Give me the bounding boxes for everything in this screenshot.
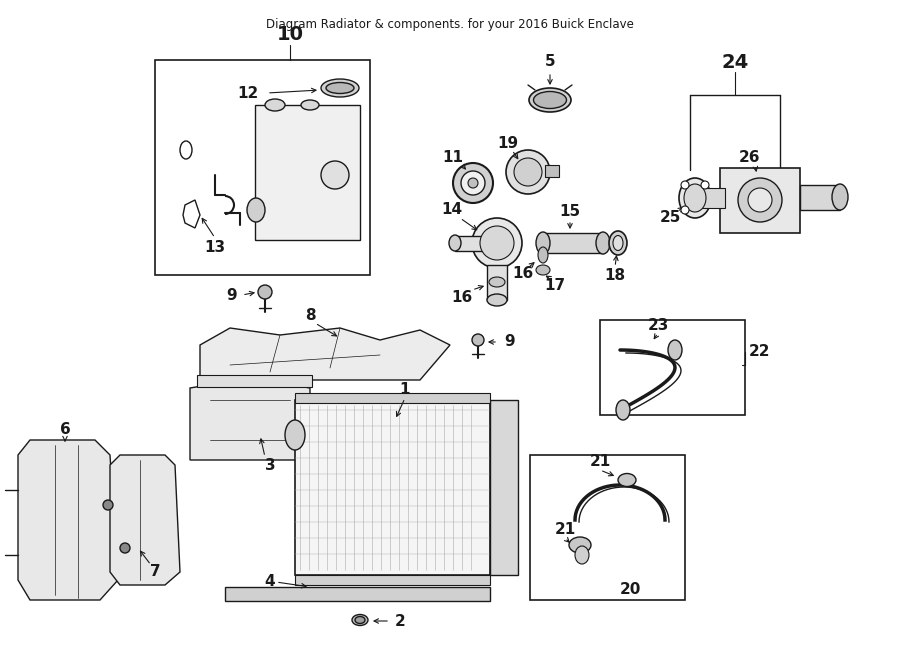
Ellipse shape bbox=[684, 184, 706, 212]
Circle shape bbox=[701, 181, 709, 189]
Circle shape bbox=[472, 334, 484, 346]
Ellipse shape bbox=[449, 235, 461, 251]
Polygon shape bbox=[190, 378, 310, 460]
Bar bbox=[490, 400, 518, 575]
Text: 19: 19 bbox=[498, 136, 518, 151]
Ellipse shape bbox=[529, 88, 571, 112]
Text: 16: 16 bbox=[452, 290, 472, 305]
Bar bbox=[487, 265, 507, 300]
Text: 17: 17 bbox=[544, 278, 565, 293]
Ellipse shape bbox=[668, 340, 682, 360]
Ellipse shape bbox=[285, 420, 305, 450]
Text: 6: 6 bbox=[59, 422, 70, 438]
Text: 25: 25 bbox=[660, 210, 680, 225]
Ellipse shape bbox=[536, 265, 550, 275]
Bar bbox=[800, 185, 840, 210]
Text: 20: 20 bbox=[619, 582, 641, 598]
Circle shape bbox=[748, 188, 772, 212]
Text: 9: 9 bbox=[505, 334, 516, 350]
Ellipse shape bbox=[679, 178, 711, 218]
Polygon shape bbox=[110, 455, 180, 585]
Ellipse shape bbox=[247, 198, 265, 222]
Ellipse shape bbox=[596, 232, 610, 254]
Circle shape bbox=[258, 285, 272, 299]
Bar bbox=[155, 60, 370, 275]
Text: Diagram Radiator & components. for your 2016 Buick Enclave: Diagram Radiator & components. for your … bbox=[266, 18, 634, 31]
Text: 22: 22 bbox=[749, 344, 770, 360]
Circle shape bbox=[480, 226, 514, 260]
Ellipse shape bbox=[265, 99, 285, 111]
Ellipse shape bbox=[613, 235, 623, 251]
Ellipse shape bbox=[355, 617, 365, 623]
Text: 13: 13 bbox=[204, 241, 226, 256]
Polygon shape bbox=[200, 328, 450, 380]
Bar bbox=[197, 375, 312, 387]
Ellipse shape bbox=[489, 277, 505, 287]
Text: 2: 2 bbox=[394, 613, 405, 629]
Ellipse shape bbox=[352, 615, 368, 625]
Text: 5: 5 bbox=[544, 54, 555, 69]
Circle shape bbox=[103, 500, 113, 510]
Bar bbox=[543, 233, 603, 253]
Circle shape bbox=[461, 171, 485, 195]
Text: 3: 3 bbox=[265, 457, 275, 473]
Circle shape bbox=[506, 150, 550, 194]
Ellipse shape bbox=[534, 91, 566, 108]
Polygon shape bbox=[255, 105, 360, 240]
Text: 14: 14 bbox=[441, 202, 463, 217]
Text: 11: 11 bbox=[443, 151, 464, 165]
Text: 10: 10 bbox=[276, 26, 303, 44]
Ellipse shape bbox=[832, 184, 848, 210]
Ellipse shape bbox=[575, 546, 589, 564]
Circle shape bbox=[472, 218, 522, 268]
Ellipse shape bbox=[569, 537, 591, 553]
Text: 23: 23 bbox=[647, 317, 669, 332]
Ellipse shape bbox=[326, 83, 354, 93]
Circle shape bbox=[681, 181, 689, 189]
Text: 9: 9 bbox=[227, 288, 238, 303]
Ellipse shape bbox=[618, 473, 636, 486]
Bar bbox=[295, 575, 490, 585]
Text: 4: 4 bbox=[265, 574, 275, 590]
Circle shape bbox=[120, 543, 130, 553]
Text: 26: 26 bbox=[739, 151, 760, 165]
Ellipse shape bbox=[301, 100, 319, 110]
Circle shape bbox=[468, 178, 478, 188]
Circle shape bbox=[321, 161, 349, 189]
Text: 12: 12 bbox=[238, 85, 258, 100]
Text: 15: 15 bbox=[560, 204, 580, 219]
Ellipse shape bbox=[180, 141, 192, 159]
Bar bbox=[545, 165, 559, 177]
Polygon shape bbox=[183, 200, 200, 228]
Text: 18: 18 bbox=[605, 268, 626, 282]
Text: 21: 21 bbox=[590, 455, 610, 469]
Text: 24: 24 bbox=[722, 52, 749, 71]
Bar bbox=[295, 400, 490, 575]
Ellipse shape bbox=[487, 294, 507, 306]
Bar bbox=[530, 455, 685, 600]
Text: 7: 7 bbox=[149, 564, 160, 580]
Polygon shape bbox=[18, 440, 118, 600]
Text: 21: 21 bbox=[554, 522, 576, 537]
Text: 1: 1 bbox=[400, 383, 410, 397]
Bar bbox=[720, 168, 800, 233]
Bar bbox=[600, 320, 745, 415]
Bar bbox=[295, 393, 490, 403]
Ellipse shape bbox=[321, 79, 359, 97]
Circle shape bbox=[453, 163, 493, 203]
Circle shape bbox=[738, 178, 782, 222]
Text: 8: 8 bbox=[305, 307, 315, 323]
Ellipse shape bbox=[616, 400, 630, 420]
Ellipse shape bbox=[536, 232, 550, 254]
Circle shape bbox=[514, 158, 542, 186]
Bar bbox=[695, 188, 725, 208]
Bar bbox=[455, 236, 497, 251]
Ellipse shape bbox=[609, 231, 627, 255]
Circle shape bbox=[681, 206, 689, 214]
Text: 16: 16 bbox=[512, 266, 534, 282]
Bar bbox=[225, 587, 490, 601]
Ellipse shape bbox=[538, 247, 548, 263]
